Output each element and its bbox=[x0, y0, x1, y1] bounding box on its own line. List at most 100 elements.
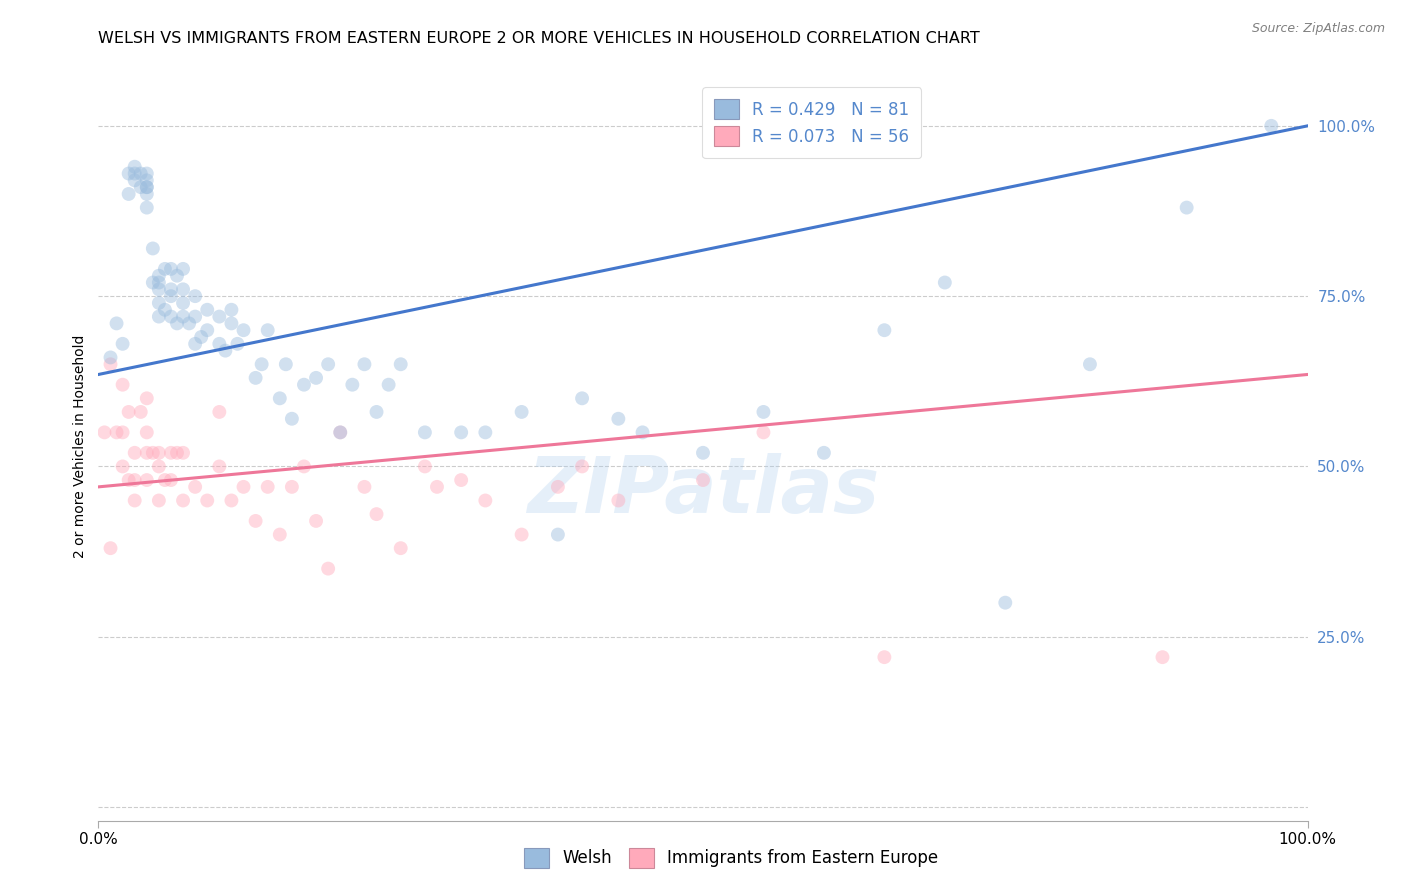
Point bbox=[752, 425, 775, 440]
Text: Source: ZipAtlas.com: Source: ZipAtlas.com bbox=[1251, 22, 1385, 36]
Point bbox=[195, 323, 218, 337]
Point bbox=[124, 493, 146, 508]
Point bbox=[166, 268, 188, 283]
Point bbox=[166, 446, 188, 460]
Point bbox=[179, 317, 201, 331]
Point bbox=[142, 276, 165, 290]
Point bbox=[166, 317, 188, 331]
Point bbox=[148, 276, 170, 290]
Point bbox=[934, 276, 956, 290]
Point bbox=[232, 480, 254, 494]
Point bbox=[135, 180, 157, 194]
Point bbox=[208, 459, 231, 474]
Point bbox=[329, 425, 352, 440]
Point bbox=[93, 425, 115, 440]
Point bbox=[269, 527, 291, 541]
Point bbox=[184, 289, 207, 303]
Point bbox=[274, 357, 297, 371]
Point bbox=[105, 425, 128, 440]
Point bbox=[221, 317, 243, 331]
Point bbox=[245, 371, 267, 385]
Point bbox=[413, 459, 436, 474]
Point bbox=[148, 282, 170, 296]
Point bbox=[389, 357, 412, 371]
Point bbox=[208, 405, 231, 419]
Point bbox=[160, 446, 183, 460]
Point bbox=[135, 473, 157, 487]
Point bbox=[160, 261, 183, 276]
Point bbox=[135, 173, 157, 187]
Point bbox=[172, 282, 194, 296]
Point bbox=[111, 377, 134, 392]
Point bbox=[172, 446, 194, 460]
Text: WELSH VS IMMIGRANTS FROM EASTERN EUROPE 2 OR MORE VEHICLES IN HOUSEHOLD CORRELAT: WELSH VS IMMIGRANTS FROM EASTERN EUROPE … bbox=[98, 31, 980, 46]
Point bbox=[105, 317, 128, 331]
Legend: Welsh, Immigrants from Eastern Europe: Welsh, Immigrants from Eastern Europe bbox=[517, 841, 945, 875]
Point bbox=[329, 425, 352, 440]
Point bbox=[692, 446, 714, 460]
Point bbox=[190, 330, 212, 344]
Point bbox=[184, 336, 207, 351]
Point bbox=[256, 480, 278, 494]
Point bbox=[111, 425, 134, 440]
Point bbox=[752, 405, 775, 419]
Point bbox=[111, 336, 134, 351]
Point bbox=[160, 310, 183, 324]
Point bbox=[245, 514, 267, 528]
Point bbox=[172, 296, 194, 310]
Point bbox=[813, 446, 835, 460]
Point bbox=[148, 268, 170, 283]
Point bbox=[118, 473, 141, 487]
Point bbox=[631, 425, 654, 440]
Point bbox=[135, 167, 157, 181]
Point bbox=[118, 405, 141, 419]
Point bbox=[214, 343, 236, 358]
Point bbox=[366, 507, 388, 521]
Point bbox=[547, 527, 569, 541]
Point bbox=[1260, 119, 1282, 133]
Point bbox=[208, 310, 231, 324]
Point bbox=[172, 493, 194, 508]
Point bbox=[292, 459, 315, 474]
Point bbox=[118, 186, 141, 201]
Point bbox=[232, 323, 254, 337]
Point bbox=[316, 561, 339, 575]
Point bbox=[316, 357, 339, 371]
Point bbox=[124, 473, 146, 487]
Point bbox=[389, 541, 412, 556]
Point bbox=[142, 242, 165, 256]
Point bbox=[195, 493, 218, 508]
Y-axis label: 2 or more Vehicles in Household: 2 or more Vehicles in Household bbox=[73, 334, 87, 558]
Point bbox=[148, 296, 170, 310]
Point bbox=[510, 527, 533, 541]
Point bbox=[305, 371, 328, 385]
Point bbox=[450, 425, 472, 440]
Point bbox=[153, 473, 176, 487]
Point bbox=[607, 411, 630, 425]
Point bbox=[221, 302, 243, 317]
Point bbox=[129, 405, 152, 419]
Point bbox=[184, 310, 207, 324]
Point bbox=[148, 493, 170, 508]
Point bbox=[1152, 650, 1174, 665]
Point bbox=[124, 167, 146, 181]
Point bbox=[148, 459, 170, 474]
Point bbox=[111, 459, 134, 474]
Point bbox=[208, 336, 231, 351]
Point bbox=[281, 411, 304, 425]
Point bbox=[450, 473, 472, 487]
Point bbox=[474, 425, 496, 440]
Point bbox=[353, 357, 375, 371]
Point bbox=[148, 310, 170, 324]
Point bbox=[153, 261, 176, 276]
Point bbox=[366, 405, 388, 419]
Point bbox=[256, 323, 278, 337]
Point bbox=[571, 392, 593, 406]
Point bbox=[184, 480, 207, 494]
Point bbox=[148, 446, 170, 460]
Point bbox=[1078, 357, 1101, 371]
Point bbox=[153, 302, 176, 317]
Point bbox=[221, 493, 243, 508]
Point bbox=[305, 514, 328, 528]
Point bbox=[510, 405, 533, 419]
